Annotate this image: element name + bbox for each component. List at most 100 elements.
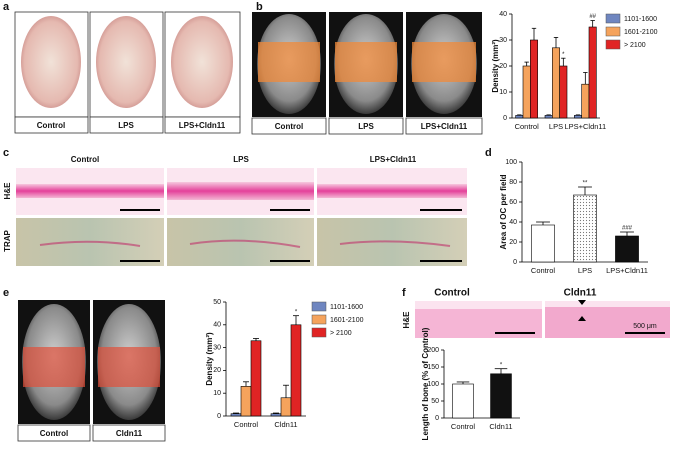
photo-label: LPS — [118, 121, 134, 130]
bar — [530, 39, 538, 119]
histology — [16, 168, 467, 266]
bar — [290, 324, 302, 417]
legend-label: > 2100 — [330, 330, 352, 337]
legend-label: > 2100 — [624, 42, 646, 49]
bar — [574, 115, 582, 119]
bar — [452, 383, 474, 419]
x-tick-label: LPS — [578, 266, 592, 275]
legend-swatch — [605, 13, 621, 24]
y-tick-label: 0 — [513, 259, 517, 266]
column-header: LPS+Cldn11 — [370, 155, 417, 164]
bar — [588, 26, 597, 119]
legend-swatch — [311, 301, 327, 312]
bar — [615, 235, 639, 263]
y-tick-label: 40 — [499, 11, 507, 18]
panel-a: a Control LPS LPS+Cldn11 — [3, 1, 241, 134]
panel-letter: a — [3, 1, 10, 13]
x-tick-label: LPS — [549, 122, 563, 131]
legend-label: 1601-2100 — [624, 29, 658, 36]
x-tick-label: Control — [451, 422, 476, 431]
bar — [573, 194, 597, 263]
x-tick-label: Control — [531, 266, 556, 275]
y-tick-label: 0 — [503, 115, 507, 122]
y-tick-label: 30 — [499, 37, 507, 44]
x-tick-label: LPS+Cldn11 — [606, 266, 648, 275]
y-tick-label: 100 — [427, 381, 439, 388]
photo-label: Cldn11 — [116, 429, 143, 438]
legend-swatch — [311, 314, 327, 325]
panel-letter: b — [256, 1, 263, 13]
panel-letter: f — [402, 287, 406, 299]
panel-e: e Control Cldn11 — [3, 287, 166, 442]
panel-b: b Control LPS LPS+Cldn11 — [251, 1, 483, 135]
y-axis-label: Density (mm²) — [491, 39, 500, 93]
y-tick-label: 20 — [499, 63, 507, 70]
x-tick-label: Cldn11 — [274, 420, 297, 429]
legend-swatch — [605, 26, 621, 37]
y-tick-label: 30 — [213, 344, 221, 351]
column-header: Control — [434, 288, 470, 299]
x-tick-label: Cldn11 — [489, 422, 512, 431]
legend-label: 1601-2100 — [330, 317, 364, 324]
panel-d: d — [485, 147, 492, 159]
annotation: * — [500, 362, 503, 368]
annotation: ### — [622, 226, 633, 232]
bar — [490, 373, 512, 419]
bar — [581, 83, 590, 119]
bar — [544, 115, 553, 119]
bar — [240, 386, 252, 417]
photos — [251, 12, 483, 135]
legend-swatch — [605, 39, 621, 50]
y-tick-label: 20 — [213, 367, 221, 374]
column-header: LPS — [233, 155, 249, 164]
photo-label: Control — [40, 429, 68, 438]
histology — [415, 300, 670, 338]
bar — [522, 65, 531, 119]
photo-label: Control — [275, 122, 303, 131]
photo-label: LPS — [358, 122, 374, 131]
photo-label: LPS+Cldn11 — [179, 121, 226, 130]
y-tick-label: 100 — [505, 159, 517, 166]
bar — [230, 413, 242, 417]
column-header: Cldn11 — [564, 288, 597, 299]
y-tick-label: 40 — [213, 322, 221, 329]
annotation: * — [295, 309, 298, 315]
y-axis-label: Density (mm²) — [205, 332, 214, 386]
annotation: ## — [589, 14, 596, 20]
annotation: * — [562, 52, 565, 58]
annotation: ** — [583, 181, 588, 187]
y-tick-label: 60 — [509, 199, 517, 206]
bar — [270, 413, 282, 417]
bar — [531, 224, 555, 263]
y-tick-label: 50 — [431, 398, 439, 405]
row-label: TRAP — [3, 229, 12, 251]
bar — [552, 47, 560, 119]
bar — [250, 340, 262, 417]
bar — [280, 397, 292, 417]
legend-label: 1101-1600 — [330, 304, 363, 311]
panel-c: c Control LPS LPS+Cldn11 H&E TRAP — [3, 147, 467, 266]
row-label: H&E — [402, 311, 411, 329]
row-label: H&E — [3, 182, 12, 200]
y-tick-label: 20 — [509, 239, 517, 246]
x-tick-label: LPS+Cldn11 — [564, 122, 606, 131]
y-tick-label: 0 — [217, 413, 221, 420]
y-tick-label: 50 — [213, 299, 221, 306]
x-tick-label: Control — [515, 122, 540, 131]
photo-label: LPS+Cldn11 — [421, 122, 468, 131]
photos — [14, 11, 241, 134]
x-tick-label: Control — [234, 420, 259, 429]
y-tick-label: 200 — [427, 347, 439, 354]
y-tick-label: 150 — [427, 364, 439, 371]
scale-label: 500 μm — [633, 323, 657, 330]
bar — [515, 115, 524, 119]
y-axis-label: Area of OC per field — [499, 174, 508, 249]
column-header: Control — [71, 155, 99, 164]
y-tick-label: 10 — [499, 89, 507, 96]
panel-letter: c — [3, 147, 9, 159]
panel-f: f Control Cldn11 H&E 500 μm — [402, 287, 670, 338]
panel-letter: e — [3, 287, 9, 299]
bar — [559, 65, 568, 119]
legend-swatch — [311, 327, 327, 338]
